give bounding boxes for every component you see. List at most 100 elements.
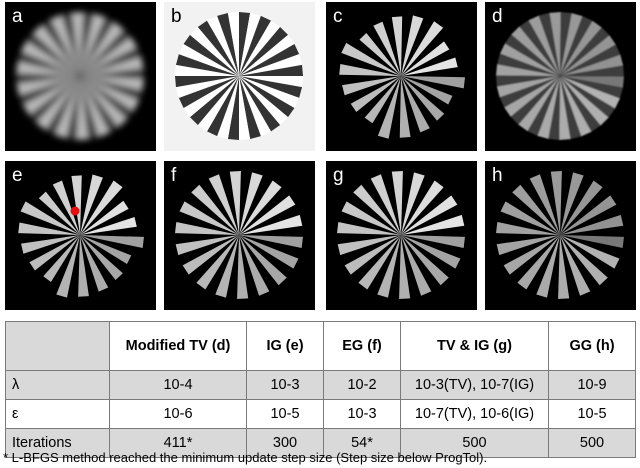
table-row: ε 10-6 10-5 10-3 10-7(TV), 10-6(IG) 10-5 [5, 399, 636, 429]
red-marker [70, 206, 80, 216]
star-spoke [537, 76, 560, 139]
star-spoke [20, 201, 80, 235]
table-cell: 10-7(TV), 10-6(IG) [400, 399, 549, 429]
star-spoke [178, 76, 239, 108]
star-spoke [239, 235, 299, 269]
star-spoke [560, 35, 616, 76]
star-spoke [239, 214, 303, 235]
star-spoke [560, 195, 617, 235]
star-spoke [76, 76, 88, 140]
star-spoke [72, 12, 84, 76]
star-spoke [80, 76, 99, 140]
star-spoke [197, 76, 239, 132]
star-spoke [175, 76, 239, 98]
star-spoke [560, 27, 610, 76]
table-cell: 10-2 [323, 370, 401, 400]
star-spoke [560, 44, 621, 76]
star-spoke [189, 26, 239, 76]
star-spoke [80, 76, 143, 101]
star-spoke [50, 14, 80, 76]
star-spoke [21, 235, 80, 254]
star-spoke [496, 235, 560, 256]
star-spoke [80, 76, 134, 120]
star-spoke [239, 44, 300, 76]
star-spoke [41, 19, 80, 76]
star-spoke [196, 235, 239, 290]
panel-a: a [5, 2, 156, 151]
star-spoke [518, 76, 560, 132]
star-spoke [337, 222, 401, 235]
panel-label: c [333, 6, 343, 27]
star-spoke [549, 12, 561, 76]
star-spoke [55, 76, 80, 139]
star-spoke [227, 76, 239, 140]
header-cell: TV & IG (g) [400, 321, 549, 371]
star-spoke [239, 172, 263, 235]
star-spoke [504, 76, 560, 117]
star-spoke [401, 180, 444, 235]
star-spoke [239, 76, 295, 118]
star-spoke [499, 76, 560, 108]
star-spoke [519, 20, 560, 76]
star-spoke [18, 76, 80, 106]
table-cell: 411* [109, 428, 247, 458]
header-cell: IG (e) [246, 321, 324, 371]
panel-e: e [5, 161, 156, 310]
star-spoke [401, 235, 465, 248]
panel-label: b [171, 6, 182, 27]
star-spoke [401, 76, 445, 121]
star-spoke [183, 76, 239, 118]
star-spoke [80, 180, 123, 235]
star-spoke [504, 34, 560, 76]
star-spoke [80, 76, 119, 133]
star-spoke [401, 214, 465, 235]
star-spoke [175, 222, 239, 235]
table-footnote: * L-BFGS method reached the minimum upda… [3, 450, 488, 465]
star-spoke [500, 201, 560, 235]
results-table: Modified TV (d) IG (e) EG (f) TV & IG (g… [5, 321, 636, 458]
star-spoke [175, 54, 239, 76]
star-spoke [337, 235, 401, 256]
star-spoke [18, 222, 80, 235]
table-cell: 10-9 [548, 370, 636, 400]
star-spoke [560, 76, 623, 99]
star-spoke [26, 32, 81, 76]
star-spoke [80, 76, 144, 91]
star-spoke [207, 15, 239, 76]
star-spoke [29, 235, 80, 271]
star-spoke [17, 51, 80, 76]
star-spoke [560, 54, 624, 76]
siemens-star-reconstruction [175, 171, 303, 299]
table-cell: 54* [323, 428, 401, 458]
star-spoke [239, 26, 289, 76]
star-spoke [560, 180, 603, 235]
panel-b: b [164, 2, 315, 151]
table-header-row: Modified TV (d) IG (e) EG (f) TV & IG (g… [5, 321, 636, 371]
siemens-star-reconstruction [18, 174, 144, 298]
panel-h: h [485, 161, 636, 310]
star-spoke [80, 216, 137, 235]
star-spoke [239, 180, 282, 235]
star-spoke [401, 172, 425, 235]
star-spoke [401, 57, 458, 76]
star-spoke [183, 34, 239, 76]
star-spoke [560, 76, 592, 137]
star-spoke [401, 76, 430, 133]
header-cell: EG (f) [323, 321, 401, 371]
star-spoke [36, 76, 80, 130]
star-spoke [239, 15, 271, 76]
star-spoke [179, 201, 239, 235]
star-spoke [538, 12, 560, 76]
siemens-star-blurred [16, 12, 144, 140]
star-spoke [191, 184, 239, 235]
star-spoke [503, 235, 560, 275]
star-spoke [560, 12, 572, 76]
star-spoke [80, 57, 144, 76]
star-spoke [339, 64, 401, 76]
star-spoke [43, 235, 80, 282]
star-spoke [80, 76, 139, 111]
star-spoke [16, 72, 80, 84]
star-spoke [80, 174, 103, 235]
siemens-star-reconstruction [496, 12, 624, 140]
star-spoke [560, 235, 608, 286]
